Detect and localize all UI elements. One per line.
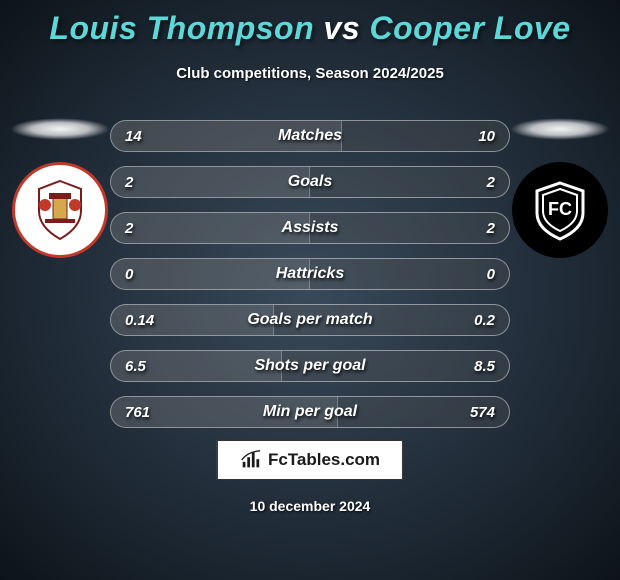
player2-crest-column: FC <box>500 118 620 258</box>
stat-row: 1410Matches <box>110 120 510 152</box>
svg-text:FC: FC <box>548 199 572 219</box>
player1-club-badge <box>12 162 108 258</box>
brand-text: FcTables.com <box>268 450 380 470</box>
subtitle: Club competitions, Season 2024/2025 <box>0 65 620 82</box>
player1-photo-placeholder <box>10 118 110 140</box>
vs-separator: vs <box>324 10 361 46</box>
stat-label: Goals <box>111 167 509 197</box>
stat-label: Matches <box>111 121 509 151</box>
stat-row: 0.140.2Goals per match <box>110 304 510 336</box>
stat-label: Shots per goal <box>111 351 509 381</box>
player2-name: Cooper Love <box>370 10 571 46</box>
stat-label: Goals per match <box>111 305 509 335</box>
stat-row: 22Goals <box>110 166 510 198</box>
stats-table: 1410Matches 22Goals 22Assists 00Hattricks 0.… <box>110 120 510 442</box>
player2-club-badge: FC <box>512 162 608 258</box>
stat-label: Hattricks <box>111 259 509 289</box>
chart-icon <box>240 449 262 471</box>
shield-crest-icon: FC <box>525 175 595 245</box>
stevenage-crest-icon <box>25 175 95 245</box>
stat-label: Min per goal <box>111 397 509 427</box>
stat-row: 6.58.5Shots per goal <box>110 350 510 382</box>
stat-row: 00Hattricks <box>110 258 510 290</box>
player2-photo-placeholder <box>510 118 610 140</box>
comparison-title: Louis Thompson vs Cooper Love <box>0 0 620 47</box>
player1-crest-column <box>0 118 120 258</box>
stat-label: Assists <box>111 213 509 243</box>
brand-badge: FcTables.com <box>217 440 403 480</box>
player1-name: Louis Thompson <box>49 10 314 46</box>
stat-row: 761574Min per goal <box>110 396 510 428</box>
footer-date: 10 december 2024 <box>0 498 620 514</box>
stat-row: 22Assists <box>110 212 510 244</box>
